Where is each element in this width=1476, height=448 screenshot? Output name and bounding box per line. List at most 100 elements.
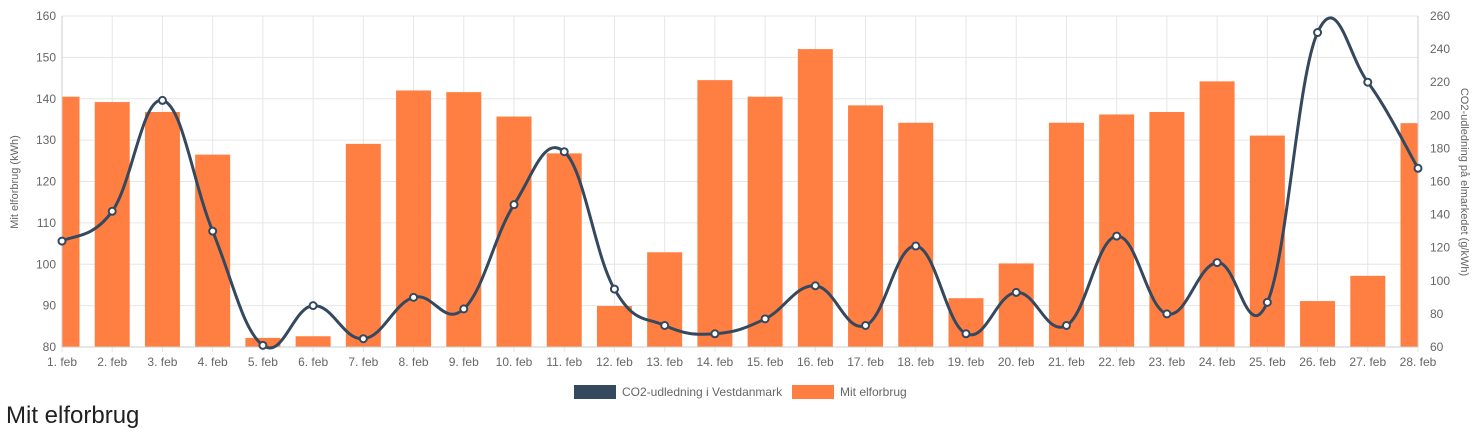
y-left-tick-label: 90 — [43, 299, 57, 313]
tick-labels: 80 90 100 110 120 130 140 150 160 60 80 100 120 140 16… — [36, 9, 1450, 369]
bar — [747, 96, 783, 348]
x-tick-label: 3. feb — [147, 355, 177, 369]
co2-point — [459, 304, 469, 314]
bar — [1099, 114, 1135, 347]
y-right-tick-label: 180 — [1430, 141, 1450, 155]
y-left-tick-label: 130 — [36, 133, 56, 147]
x-tick-label: 8. feb — [399, 355, 429, 369]
bar — [1199, 81, 1235, 347]
y-right-tick-label: 200 — [1430, 108, 1450, 122]
x-tick-label: 22. feb — [1098, 355, 1135, 369]
legend[interactable]: CO2-udledning i Vestdanmark Mit elforbru… — [574, 385, 907, 399]
x-tick-label: 7. feb — [348, 355, 378, 369]
y-right-tick-label: 160 — [1430, 175, 1450, 189]
legend-swatch-co2[interactable] — [574, 385, 616, 399]
bar — [848, 105, 884, 348]
co2-point — [1011, 287, 1021, 297]
x-tick-label: 19. feb — [948, 355, 985, 369]
legend-label-elforbrug[interactable]: Mit elforbrug — [840, 385, 907, 399]
y-right-tick-label: 80 — [1430, 307, 1444, 321]
x-tick-label: 20. feb — [998, 355, 1035, 369]
y-right-tick-label: 100 — [1430, 274, 1450, 288]
co2-point — [308, 301, 318, 311]
bar — [546, 153, 582, 347]
bar — [1400, 123, 1418, 347]
x-tick-label: 11. feb — [546, 355, 582, 369]
co2-point — [1061, 320, 1071, 330]
x-tick-label: 4. feb — [198, 355, 228, 369]
co2-point — [1212, 258, 1222, 268]
co2-point — [710, 329, 720, 339]
bar — [647, 252, 683, 347]
x-tick-label: 21. feb — [1048, 355, 1085, 369]
co2-point — [1112, 231, 1122, 241]
co2-point — [1363, 77, 1373, 87]
x-tick-label: 26. feb — [1299, 355, 1336, 369]
line-series-co2 — [57, 16, 1423, 350]
x-tick-label: 25. feb — [1249, 355, 1286, 369]
bar — [898, 122, 934, 347]
co2-point — [559, 147, 569, 157]
co2-point — [509, 200, 519, 210]
co2-point — [208, 226, 218, 236]
bar — [1149, 111, 1185, 348]
combo-chart: 80 90 100 110 120 130 140 150 160 60 80 100 120 140 16… — [9, 9, 1470, 399]
bar — [948, 298, 984, 347]
bar — [62, 96, 80, 348]
bar — [1350, 275, 1386, 347]
x-tick-label: 14. feb — [697, 355, 734, 369]
y-left-tick-label: 110 — [37, 216, 56, 230]
y-left-tick-label: 100 — [36, 257, 56, 271]
legend-label-co2[interactable]: CO2-udledning i Vestdanmark — [622, 385, 783, 399]
y-right-tick-label: 220 — [1430, 75, 1450, 89]
co2-point — [157, 95, 167, 105]
y-right-tick-label: 240 — [1430, 42, 1450, 56]
bar — [496, 116, 532, 347]
x-tick-label: 27. feb — [1349, 355, 1386, 369]
co2-point — [107, 206, 117, 216]
co2-point — [760, 314, 770, 324]
co2-point — [861, 320, 871, 330]
page-title: Mit elforbrug — [6, 402, 140, 429]
bar — [1300, 301, 1336, 347]
x-tick-label: 24. feb — [1199, 355, 1236, 369]
x-tick-label: 17. feb — [847, 355, 884, 369]
co2-point — [57, 236, 67, 246]
y-right-tick-label: 60 — [1430, 340, 1444, 354]
co2-point — [1313, 28, 1323, 38]
bar — [697, 80, 733, 347]
y-axis-left-title: Mit elforbrug (kWh) — [9, 135, 21, 229]
co2-point — [911, 241, 921, 251]
bar — [998, 263, 1034, 347]
y-right-tick-label: 260 — [1430, 9, 1450, 23]
co2-point — [961, 329, 971, 339]
x-tick-label: 12. feb — [596, 355, 633, 369]
x-tick-label: 15. feb — [747, 355, 784, 369]
bar — [345, 143, 381, 347]
y-left-tick-label: 160 — [36, 9, 56, 23]
x-tick-label: 10. feb — [496, 355, 533, 369]
co2-point — [258, 340, 268, 350]
y-axis-right-title: CO2-udledning på elmarkedet (g/kWh) — [1458, 88, 1470, 276]
axes — [61, 16, 1419, 348]
bar — [1048, 122, 1084, 347]
x-tick-label: 13. feb — [646, 355, 683, 369]
co2-point — [660, 320, 670, 330]
y-right-tick-label: 120 — [1430, 241, 1450, 255]
y-left-tick-label: 150 — [36, 50, 56, 64]
x-tick-label: 6. feb — [298, 355, 328, 369]
y-right-tick-label: 140 — [1430, 208, 1450, 222]
x-tick-label: 2. feb — [97, 355, 127, 369]
y-left-tick-label: 80 — [43, 340, 57, 354]
co2-point — [1162, 309, 1172, 319]
co2-point — [1262, 297, 1272, 307]
co2-point — [409, 292, 419, 302]
bar — [295, 336, 331, 347]
bar — [396, 90, 432, 347]
bar-series-mit-elforbrug — [62, 49, 1418, 348]
legend-swatch-elforbrug[interactable] — [792, 385, 834, 399]
x-tick-label: 16. feb — [797, 355, 834, 369]
co2-point — [810, 281, 820, 291]
x-tick-label: 5. feb — [248, 355, 278, 369]
x-tick-label: 9. feb — [449, 355, 479, 369]
